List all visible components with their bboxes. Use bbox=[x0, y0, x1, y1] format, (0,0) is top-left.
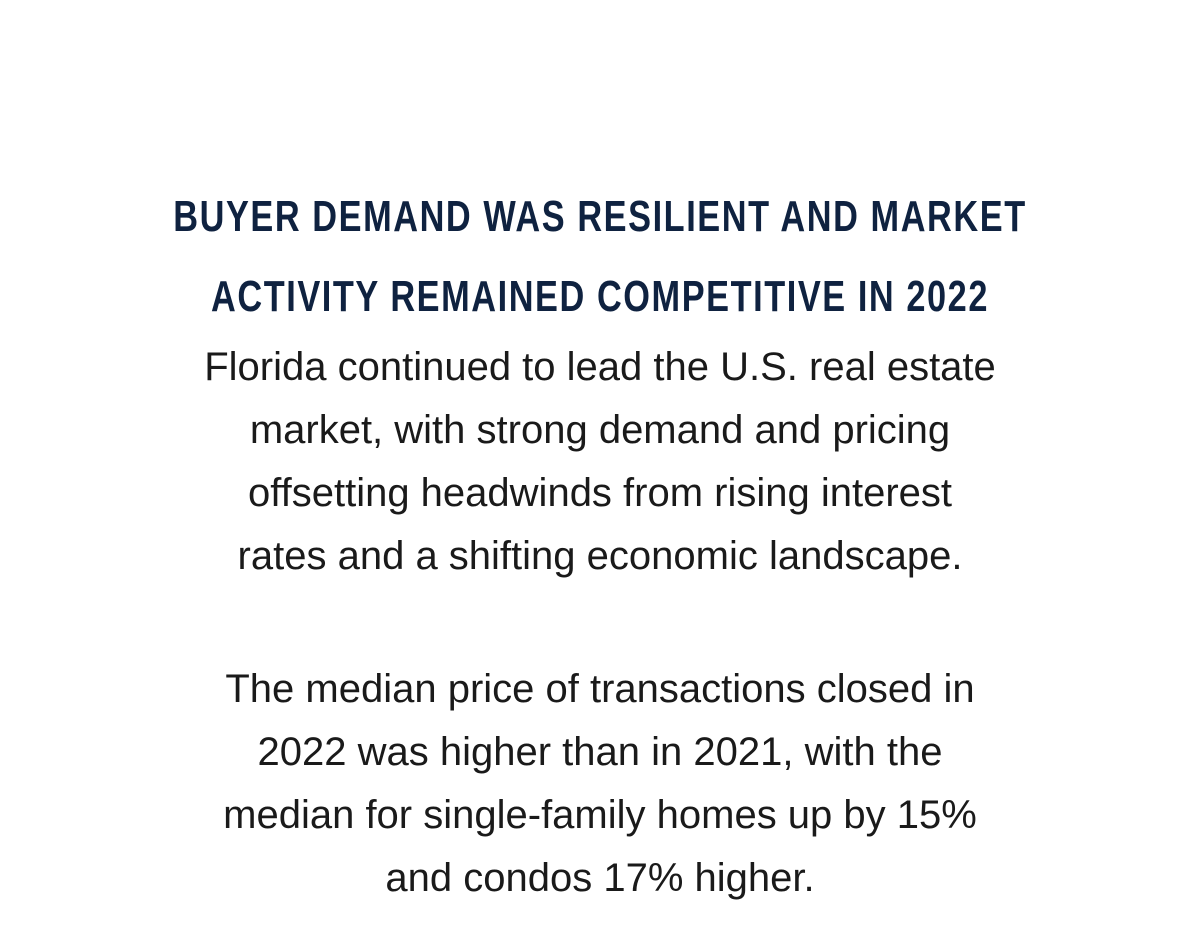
paragraph-2-line-3: median for single-family homes up by 15% bbox=[223, 793, 977, 837]
paragraph-1-line-1: Florida continued to lead the U.S. real … bbox=[204, 345, 996, 389]
paragraph-median-price: The median price of transactions closed … bbox=[0, 658, 1200, 910]
paragraph-2-line-4: and condos 17% higher. bbox=[385, 856, 815, 900]
paragraph-2-line-1: The median price of transactions closed … bbox=[225, 667, 975, 711]
page-heading: BUYER DEMAND WAS RESILIENT AND MARKET AC… bbox=[132, 177, 1068, 337]
paragraph-1-line-4: rates and a shifting economic landscape. bbox=[237, 534, 963, 578]
paragraph-2-line-2: 2022 was higher than in 2021, with the bbox=[257, 730, 943, 774]
heading-line-2: ACTIVITY REMAINED COMPETITIVE IN 2022 bbox=[211, 272, 989, 322]
paragraph-1-line-3: offsetting headwinds from rising interes… bbox=[247, 471, 953, 515]
heading-line-1: BUYER DEMAND WAS RESILIENT AND MARKET bbox=[173, 192, 1027, 242]
paragraph-florida-market: Florida continued to lead the U.S. real … bbox=[0, 336, 1200, 588]
paragraph-1-line-2: market, with strong demand and pricing bbox=[249, 408, 951, 452]
